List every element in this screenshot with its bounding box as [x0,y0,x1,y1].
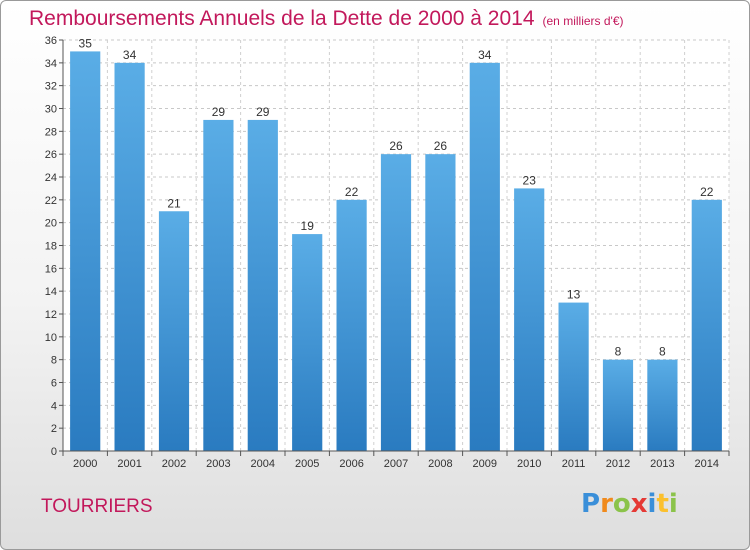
bar-2014 [691,199,722,451]
value-label: 34 [478,48,492,62]
y-tick-label: 8 [51,355,57,367]
y-tick-label: 2 [51,423,57,435]
y-tick-label: 26 [45,149,57,161]
value-label: 13 [567,288,581,302]
y-tick-label: 20 [45,218,57,230]
bars: 35 34 21 29 29 19 22 26 26 34 23 13 8 8 22 [70,36,722,452]
y-tick-label: 10 [45,332,57,344]
y-tick-label: 28 [45,126,57,138]
value-label: 22 [345,185,359,199]
x-tick-label: 2004 [251,458,275,470]
proxiti-logo[interactable]: Proxiti [581,489,678,519]
value-label: 19 [301,219,315,233]
bar-2007 [380,154,412,451]
value-label: 8 [615,345,622,359]
x-tick-label: 2011 [562,458,586,470]
y-tick-label: 0 [51,446,57,458]
x-tick-label: 2002 [162,458,186,470]
bar-2009 [469,62,500,451]
bar-2000 [70,51,101,452]
x-tick-label: 2005 [295,458,319,470]
y-tick-label: 6 [51,378,57,390]
x-tick-label: 2012 [606,458,630,470]
bar-2011 [558,302,589,451]
y-tick-label: 32 [45,81,57,93]
bar-2005 [292,234,323,451]
y-tick-label: 22 [45,195,57,207]
x-tick-label: 2013 [650,458,674,470]
x-tick-label: 2000 [73,458,97,470]
x-tick-label: 2014 [695,458,719,470]
x-tick-label: 2001 [117,458,141,470]
city-name: TOURRIERS [41,496,153,517]
bar-2002 [158,211,190,451]
bar-2004 [247,119,278,452]
y-tick-label: 36 [45,35,57,47]
bar-2006 [336,199,367,451]
bar-2012 [602,359,634,451]
y-tick-label: 24 [45,172,57,184]
value-label: 22 [700,185,714,199]
chart-subtitle: (en milliers d'€) [542,14,624,28]
value-label: 26 [389,139,403,153]
y-tick-label: 16 [45,263,57,275]
bar-2013 [647,359,678,451]
chart-title: Remboursements Annuels de la Dette de 20… [29,7,624,31]
value-label: 23 [523,173,537,187]
x-tick-label: 2008 [428,458,452,470]
value-label: 26 [434,139,448,153]
x-tick-label: 2010 [517,458,541,470]
value-label: 35 [79,36,93,50]
value-label: 34 [123,48,137,62]
x-tick-label: 2009 [473,458,497,470]
value-label: 21 [167,196,181,210]
bar-2008 [425,154,456,451]
y-tick-label: 14 [45,286,57,298]
y-tick-label: 30 [45,104,57,116]
value-label: 29 [212,105,226,119]
x-tick-label: 2006 [339,458,363,470]
bar-2010 [514,188,545,451]
x-tick-label: 2007 [384,458,408,470]
x-tick-label: 2003 [206,458,230,470]
bar-2003 [203,119,234,452]
y-tick-label: 12 [45,309,57,321]
y-tick-label: 4 [51,400,57,412]
chart-title-text: Remboursements Annuels de la Dette de 20… [29,7,535,30]
y-tick-label: 18 [45,241,57,253]
bar-2001 [114,62,145,451]
value-label: 29 [256,105,270,119]
y-tick-label: 34 [45,58,57,70]
value-label: 8 [659,345,666,359]
